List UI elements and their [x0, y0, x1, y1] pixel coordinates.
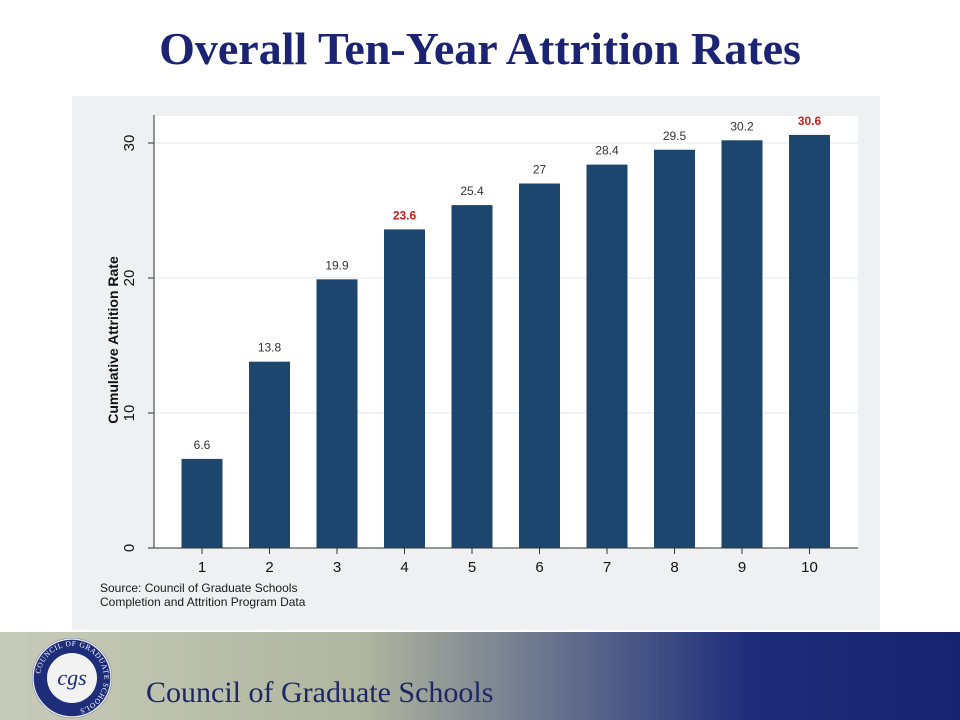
bar	[519, 183, 560, 548]
data-label: 30.2	[730, 119, 754, 133]
bars	[181, 134, 830, 549]
svg-text:cgs: cgs	[57, 665, 86, 690]
bar	[316, 279, 358, 548]
bar	[181, 458, 223, 548]
x-tick-label: 5	[468, 559, 476, 576]
page-title: Overall Ten-Year Attrition Rates	[159, 23, 801, 74]
source-line-1: Source: Council of Graduate Schools	[100, 581, 298, 595]
data-label: 23.6	[393, 208, 417, 222]
data-label: 13.8	[258, 341, 282, 355]
data-label: 28.4	[595, 144, 619, 158]
bar	[249, 361, 290, 548]
x-tick-label: 4	[400, 559, 408, 576]
data-label: 6.6	[194, 438, 211, 452]
x-tick-label: 6	[535, 559, 543, 576]
x-tick-label: 3	[333, 559, 341, 576]
x-ticks: 1 2 3 4 5 6 7 8 9 10	[198, 548, 818, 576]
data-label: 30.6	[798, 114, 822, 128]
x-tick-label: 9	[738, 559, 746, 576]
cgs-seal-logo: COUNCIL OF GRADUATE SCHOOLS cgs	[32, 638, 112, 718]
y-tick-label: 0	[121, 544, 138, 552]
x-tick-label: 1	[198, 559, 206, 576]
data-label: 25.4	[460, 184, 484, 198]
data-label: 27	[533, 163, 547, 177]
y-axis-label: Cumulative Attrition Rate	[105, 256, 121, 424]
x-tick-label: 10	[801, 559, 818, 576]
footer-banner: COUNCIL OF GRADUATE SCHOOLS cgs Council …	[0, 632, 960, 720]
x-tick-label: 8	[670, 559, 678, 576]
footer-brand-name: Council of Graduate Schools	[146, 676, 494, 709]
source-note: Source: Council of Graduate Schools Comp…	[100, 581, 305, 609]
bar	[789, 134, 830, 548]
data-label: 19.9	[325, 258, 349, 272]
y-ticks: 0 10 20 30	[121, 135, 154, 552]
source-line-2: Completion and Attrition Program Data	[100, 595, 306, 609]
data-label: 29.5	[663, 129, 687, 143]
y-tick-label: 10	[121, 405, 138, 422]
bar	[654, 149, 695, 548]
y-tick-label: 20	[121, 270, 138, 287]
x-tick-label: 7	[603, 559, 611, 576]
x-tick-label: 2	[265, 559, 273, 576]
y-tick-label: 30	[121, 135, 138, 152]
data-labels: 6.6 13.8 19.9 23.6 25.4 27 28.4 29.5 30.2 30.6	[194, 114, 822, 452]
bar	[586, 164, 628, 548]
bar	[721, 140, 763, 549]
bar	[451, 205, 493, 548]
bar	[384, 229, 425, 548]
